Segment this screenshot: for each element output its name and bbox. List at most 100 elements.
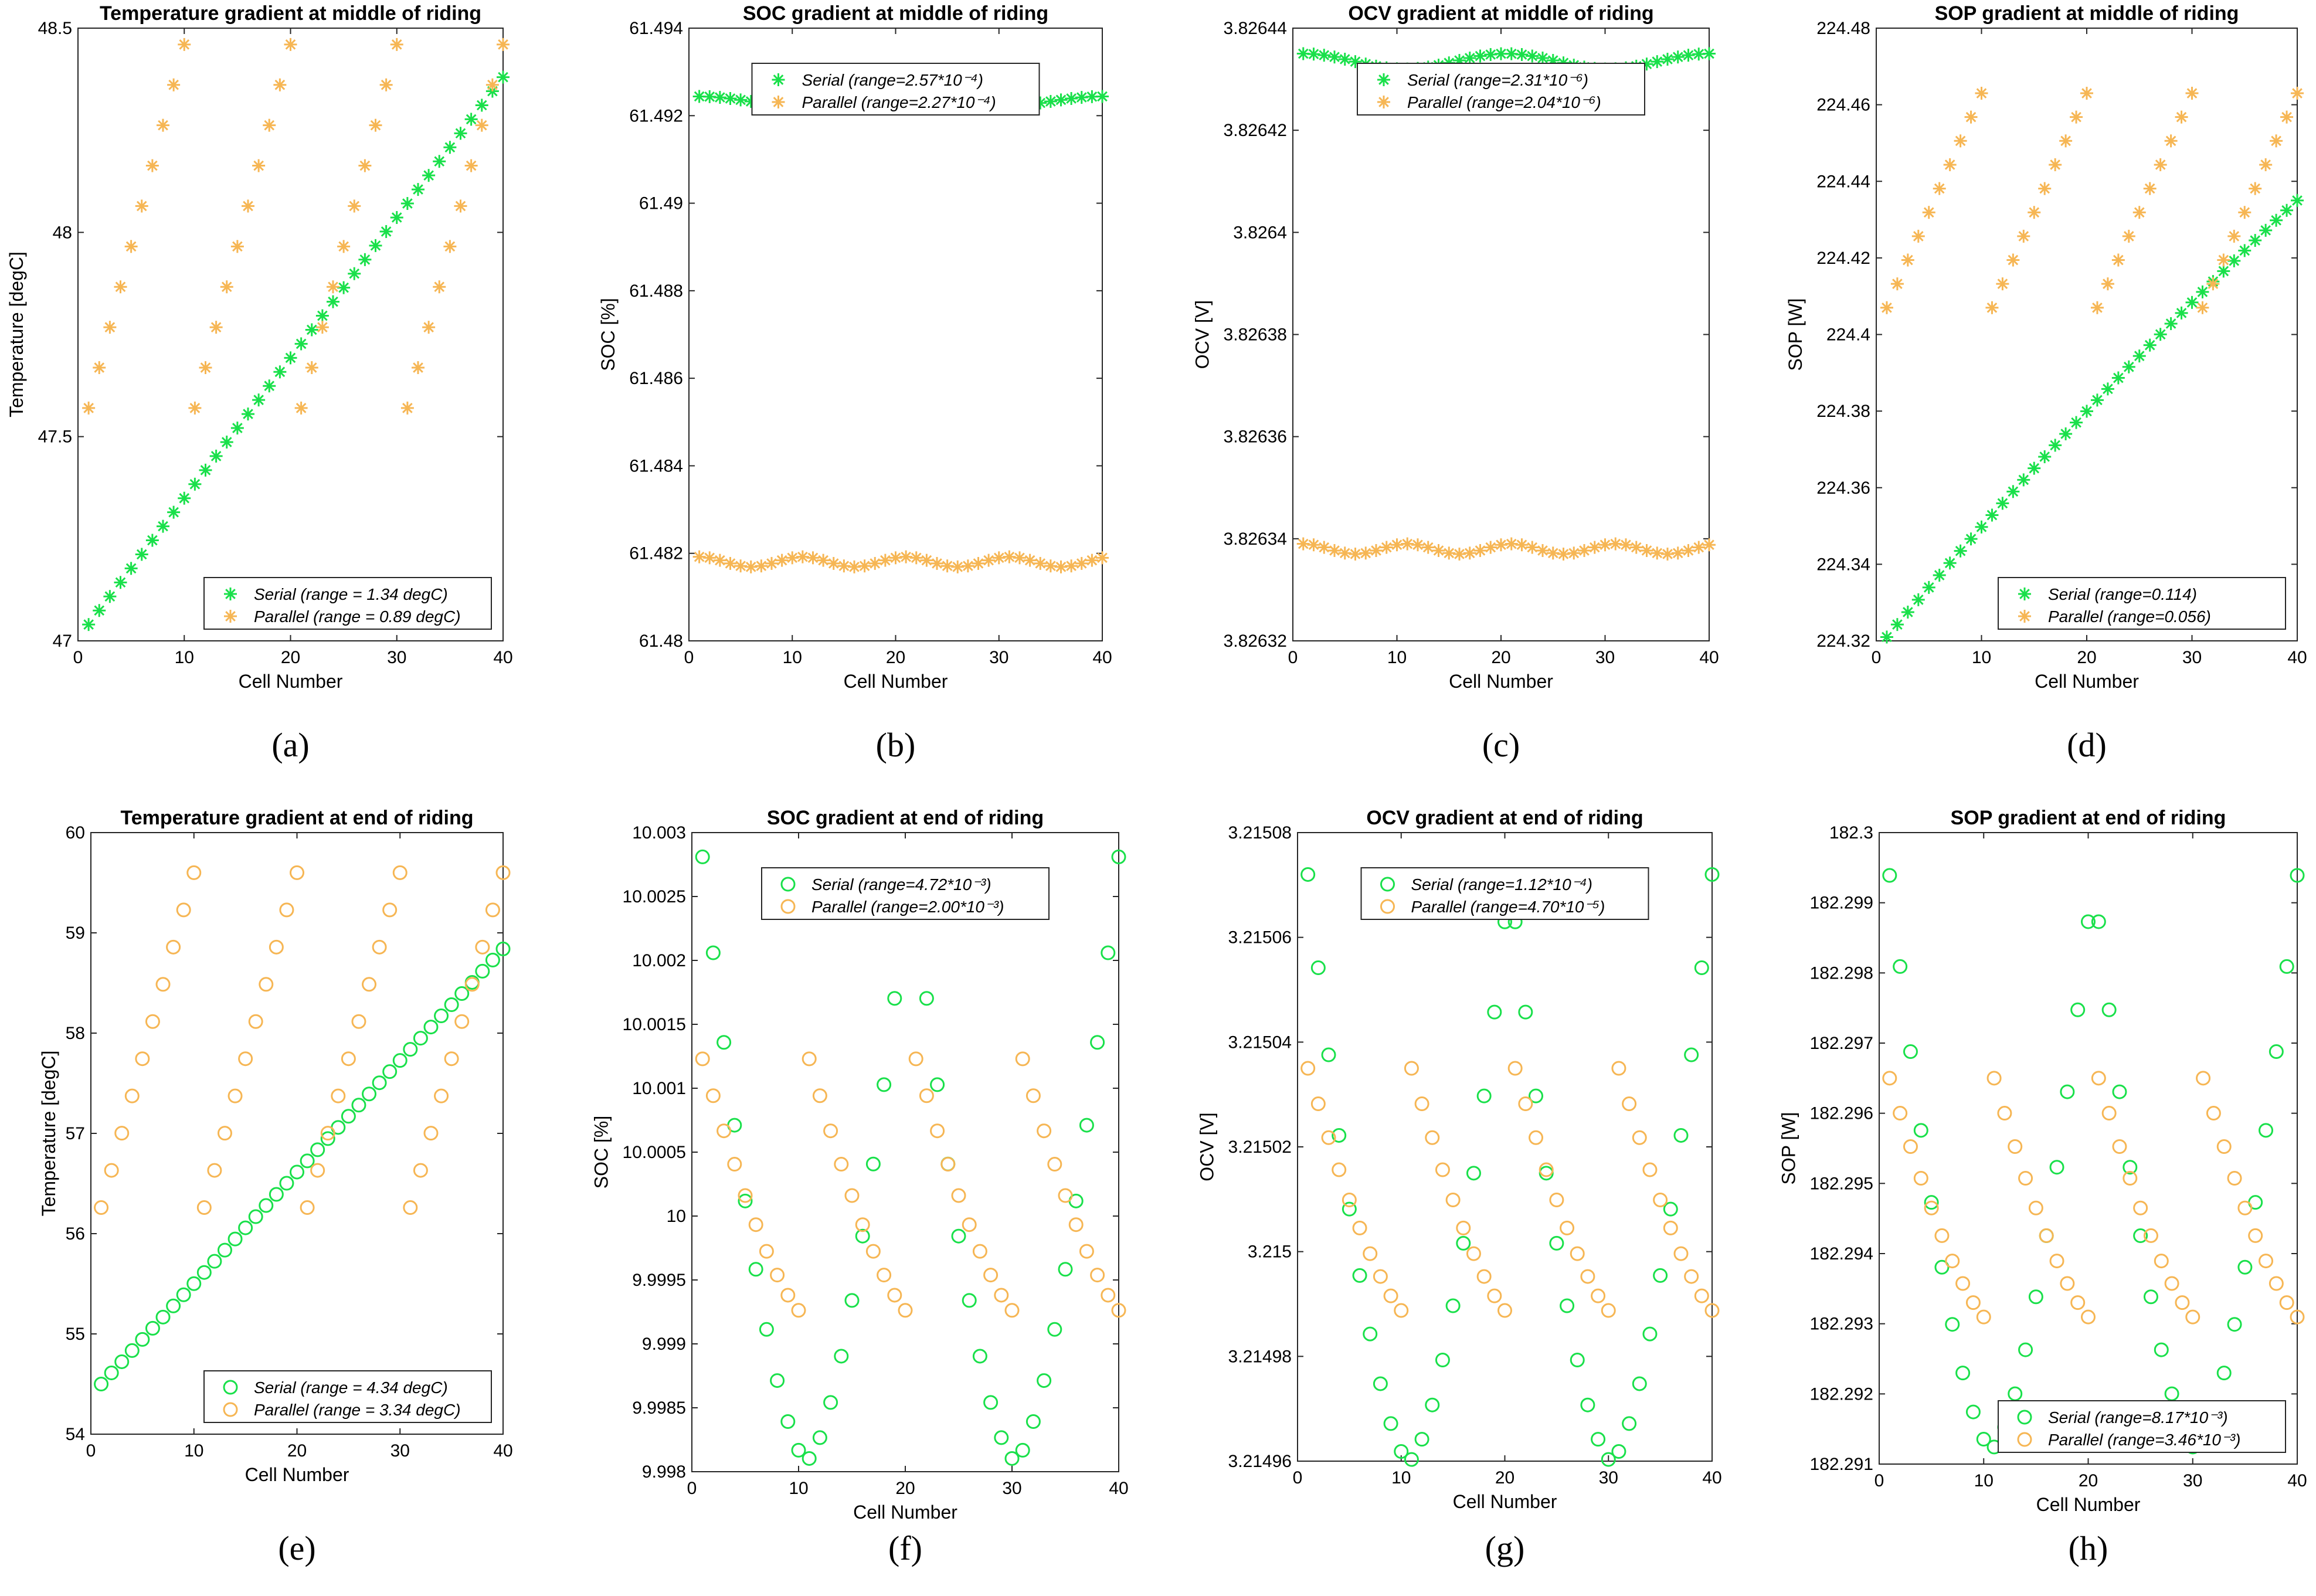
data-point-serial [305,323,318,337]
data-point-serial [1037,1373,1052,1388]
data-point-serial [2175,306,2188,320]
data-point-serial [1004,1451,1020,1466]
data-point-serial [705,945,721,960]
data-point-serial [2060,1084,2075,1099]
data-point-serial [2227,254,2241,267]
data-point-parallel [823,1123,838,1139]
data-point-serial [310,1142,325,1157]
data-point-parallel [2217,253,2230,267]
x-axis-label: Cell Number [245,1464,349,1485]
data-point-serial [1913,1123,1928,1138]
legend-marker-parallel [224,610,237,623]
data-point-serial [1591,1432,1606,1447]
legend-label-serial: Serial (range = 4.34 degC) [254,1378,448,1397]
panel-caption: (d) [2067,726,2107,764]
plot-area-frame [691,832,1119,1472]
x-tick-label: 40 [1702,1468,1721,1488]
y-tick-label: 182.291 [1810,1455,1873,1474]
data-point-parallel [2006,253,2020,267]
data-point-parallel [2270,134,2283,148]
data-point-parallel [2175,110,2188,124]
data-point-parallel [1003,550,1016,563]
chart-panel-h: SOP gradient at end of riding 0 10 20 30 40 18… [1778,807,2307,1567]
data-point-serial [1975,520,1988,534]
data-point-parallel [1101,1288,1116,1303]
data-point-serial [2290,868,2305,883]
data-point-serial [327,295,339,308]
y-tick-label: 59 [66,923,85,943]
y-tick-label: 54 [66,1425,85,1444]
x-tick-label: 0 [1293,1468,1303,1488]
data-point-parallel [103,321,117,334]
data-point-serial [1632,1376,1647,1391]
data-point-serial [238,1220,253,1235]
data-point-parallel [1629,541,1643,554]
data-point-parallel [1487,1288,1502,1303]
data-point-parallel [1401,537,1414,551]
legend-label-serial: Serial (range=2.31*10⁻⁶) [1407,71,1588,89]
legend-label-parallel: Parallel (range=2.27*10⁻⁴) [802,93,996,111]
data-point-parallel [2081,1309,2096,1325]
chart-panel-d: SOP gradient at middle of riding 0 10 20 30 4… [1785,2,2307,764]
data-point-parallel [1704,1303,1720,1318]
data-point-serial [2059,427,2073,440]
data-point-parallel [230,240,244,253]
data-point-parallel [1964,110,1978,124]
data-point-parallel [1495,538,1507,552]
data-point-serial [1911,593,1925,606]
x-tick-label: 40 [2287,648,2307,667]
data-point-parallel [1507,1061,1523,1076]
data-point-serial [1476,1088,1492,1103]
y-tick-label: 3.82634 [1224,529,1287,549]
data-point-serial [1054,93,1068,107]
data-point-parallel [1044,559,1057,573]
data-point-parallel [248,1014,263,1029]
data-point-serial [2164,317,2178,330]
x-tick-label: 10 [1974,1471,1994,1490]
data-point-parallel [2091,1071,2106,1086]
data-point-parallel [1692,541,1706,554]
data-point-serial [1363,1326,1378,1342]
x-tick-label: 40 [1699,648,1719,667]
data-point-parallel [2269,1276,2284,1291]
data-point-parallel [1882,1071,1897,1086]
data-point-parallel [898,1303,913,1318]
data-point-parallel [1111,1303,1126,1318]
data-point-parallel [1034,556,1047,570]
data-point-serial [1673,1128,1689,1143]
legend-label-serial: Serial (range=0.114) [2048,585,2197,603]
x-tick-label: 20 [1495,1468,1514,1488]
series-serial [1882,868,2305,1455]
data-point-serial [341,1109,356,1124]
data-point-serial [1079,1118,1094,1133]
x-tick-label: 20 [886,648,905,667]
data-point-parallel [1694,1288,1709,1303]
panel-caption: (b) [876,726,916,764]
data-point-parallel [1442,546,1456,560]
data-point-serial [2185,296,2199,309]
legend-label-parallel: Parallel (range=4.70*10⁻⁵) [1411,898,1605,916]
data-point-parallel [155,977,171,992]
data-point-parallel [1570,1246,1585,1261]
data-point-serial [1903,1044,1918,1060]
data-point-parallel [1536,544,1549,557]
data-point-parallel [2143,1228,2158,1243]
data-point-parallel [994,1288,1009,1303]
data-point-serial [495,941,511,956]
x-axis-label: Cell Number [1449,671,1553,692]
y-tick-label: 182.298 [1810,963,1873,983]
data-point-serial [1985,508,1999,522]
data-point-parallel [796,550,809,563]
data-point-serial [1671,50,1685,64]
data-point-parallel [1924,1200,1939,1215]
data-point-serial [1882,868,1897,883]
data-point-parallel [848,560,861,573]
y-tick-label: 48.5 [38,19,72,38]
data-point-parallel [1025,1088,1041,1103]
y-tick-label: 3.21498 [1228,1347,1292,1366]
data-point-parallel [145,1014,160,1029]
data-point-parallel [351,1014,366,1029]
data-point-parallel [908,1051,923,1067]
legend: Serial (range=2.31*10⁻⁶) Parallel (range=… [1357,63,1645,116]
data-point-serial [434,1008,449,1024]
